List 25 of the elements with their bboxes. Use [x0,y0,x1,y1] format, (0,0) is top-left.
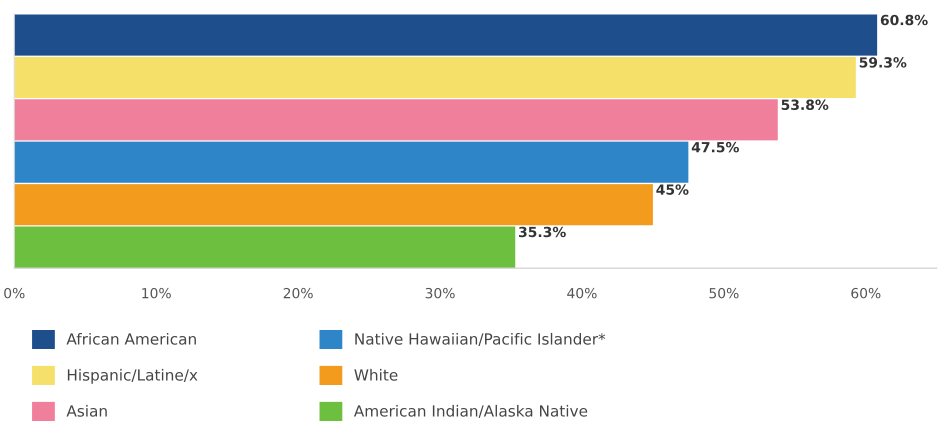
data-label: 53.8% [782,100,828,110]
x-tick-label: 40% [567,288,597,298]
x-tick-label: 30% [426,288,455,298]
legend-label: African American [66,332,196,345]
data-label: 60.8% [880,14,928,26]
x-tick-label: 20% [284,288,313,298]
legend-label: Native Hawaiian/Pacific Islander* [355,332,606,346]
x-tick-label: 10% [142,288,171,298]
bar [14,56,856,98]
legend-label: American Indian/Alaska Native [354,404,588,418]
x-tick-label: 0% [4,288,25,298]
data-label: 59.3% [860,57,906,68]
legend-label: White [354,368,398,381]
x-tick-label: 60% [851,288,880,298]
bar [14,14,878,56]
data-label: 45% [656,184,689,195]
legend-label: Asian [66,404,107,417]
x-tick-label: 50% [709,288,739,298]
bar [14,99,778,140]
legend-label: Hispanic/Latine/x [68,368,198,384]
bar [14,184,653,226]
bar [14,142,688,183]
data-label: 35.3% [519,226,566,238]
data-label: 47.5% [692,142,739,152]
bar [14,226,516,268]
